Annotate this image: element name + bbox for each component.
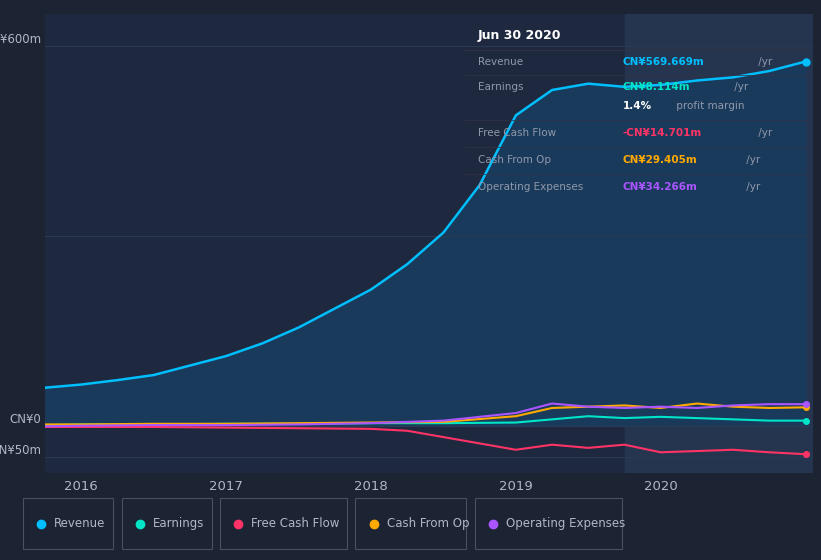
Text: CN¥34.266m: CN¥34.266m [622, 181, 697, 192]
Text: -CN¥14.701m: -CN¥14.701m [622, 128, 702, 138]
Text: /yr: /yr [743, 181, 760, 192]
Text: Earnings: Earnings [478, 82, 523, 92]
Text: Cash From Op: Cash From Op [478, 155, 551, 165]
Text: CN¥0: CN¥0 [10, 413, 41, 426]
Text: CN¥29.405m: CN¥29.405m [622, 155, 697, 165]
Text: CN¥569.669m: CN¥569.669m [622, 57, 704, 67]
Text: 1.4%: 1.4% [622, 101, 652, 111]
Text: CN¥600m: CN¥600m [0, 32, 41, 46]
Text: /yr: /yr [754, 57, 772, 67]
Text: /yr: /yr [743, 155, 760, 165]
Text: Revenue: Revenue [478, 57, 523, 67]
Text: /yr: /yr [754, 128, 772, 138]
Text: -CN¥50m: -CN¥50m [0, 445, 41, 458]
Text: Cash From Op: Cash From Op [387, 517, 469, 530]
Text: CN¥8.114m: CN¥8.114m [622, 82, 690, 92]
Text: profit margin: profit margin [673, 101, 745, 111]
Bar [625, 14, 813, 473]
Text: Free Cash Flow: Free Cash Flow [478, 128, 556, 138]
Text: /yr: /yr [732, 82, 749, 92]
Text: Jun 30 2020: Jun 30 2020 [478, 29, 562, 42]
Text: Free Cash Flow: Free Cash Flow [251, 517, 340, 530]
Text: Operating Expenses: Operating Expenses [478, 181, 583, 192]
Text: Revenue: Revenue [54, 517, 106, 530]
Text: Earnings: Earnings [153, 517, 204, 530]
Text: Operating Expenses: Operating Expenses [506, 517, 625, 530]
